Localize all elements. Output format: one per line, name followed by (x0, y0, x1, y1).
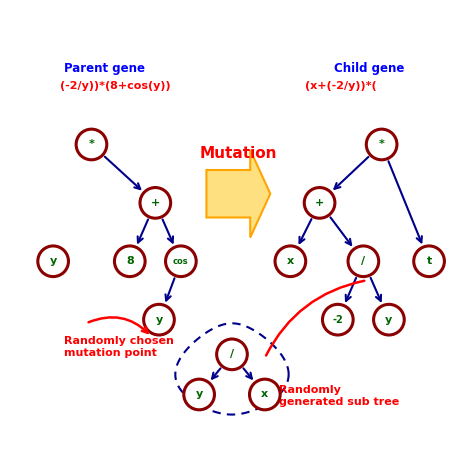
Text: +: + (315, 198, 324, 208)
Circle shape (374, 304, 404, 335)
Circle shape (184, 379, 214, 410)
Text: y: y (385, 315, 392, 325)
Text: x: x (287, 256, 294, 266)
Circle shape (304, 188, 335, 218)
Text: -2: -2 (332, 315, 343, 325)
Circle shape (322, 304, 353, 335)
Circle shape (275, 246, 306, 277)
Circle shape (414, 246, 445, 277)
Circle shape (165, 246, 196, 277)
Text: Randomly chosen
mutation point: Randomly chosen mutation point (64, 336, 174, 358)
Text: +: + (151, 198, 160, 208)
Circle shape (140, 188, 171, 218)
Polygon shape (206, 150, 270, 237)
Text: /: / (230, 349, 234, 359)
Circle shape (217, 339, 247, 370)
Text: 8: 8 (126, 256, 134, 266)
Text: Child gene: Child gene (334, 63, 404, 75)
Text: (x+(-2/y))*(: (x+(-2/y))*( (305, 81, 377, 91)
Text: *: * (379, 139, 384, 149)
Text: y: y (195, 390, 203, 400)
Text: /: / (361, 256, 365, 266)
Circle shape (144, 304, 174, 335)
Text: (-2/y))*(8+cos(y)): (-2/y))*(8+cos(y)) (61, 81, 171, 91)
Circle shape (114, 246, 145, 277)
Circle shape (249, 379, 280, 410)
Text: x: x (261, 390, 268, 400)
Text: *: * (89, 139, 94, 149)
Circle shape (76, 129, 107, 160)
Circle shape (366, 129, 397, 160)
Circle shape (38, 246, 68, 277)
Text: Randomly
generated sub tree: Randomly generated sub tree (279, 385, 400, 407)
Text: cos: cos (173, 257, 189, 266)
Text: Mutation: Mutation (200, 146, 277, 161)
Circle shape (348, 246, 379, 277)
Text: t: t (427, 256, 432, 266)
Text: Parent gene: Parent gene (64, 63, 145, 75)
Text: y: y (49, 256, 57, 266)
Text: y: y (155, 315, 163, 325)
